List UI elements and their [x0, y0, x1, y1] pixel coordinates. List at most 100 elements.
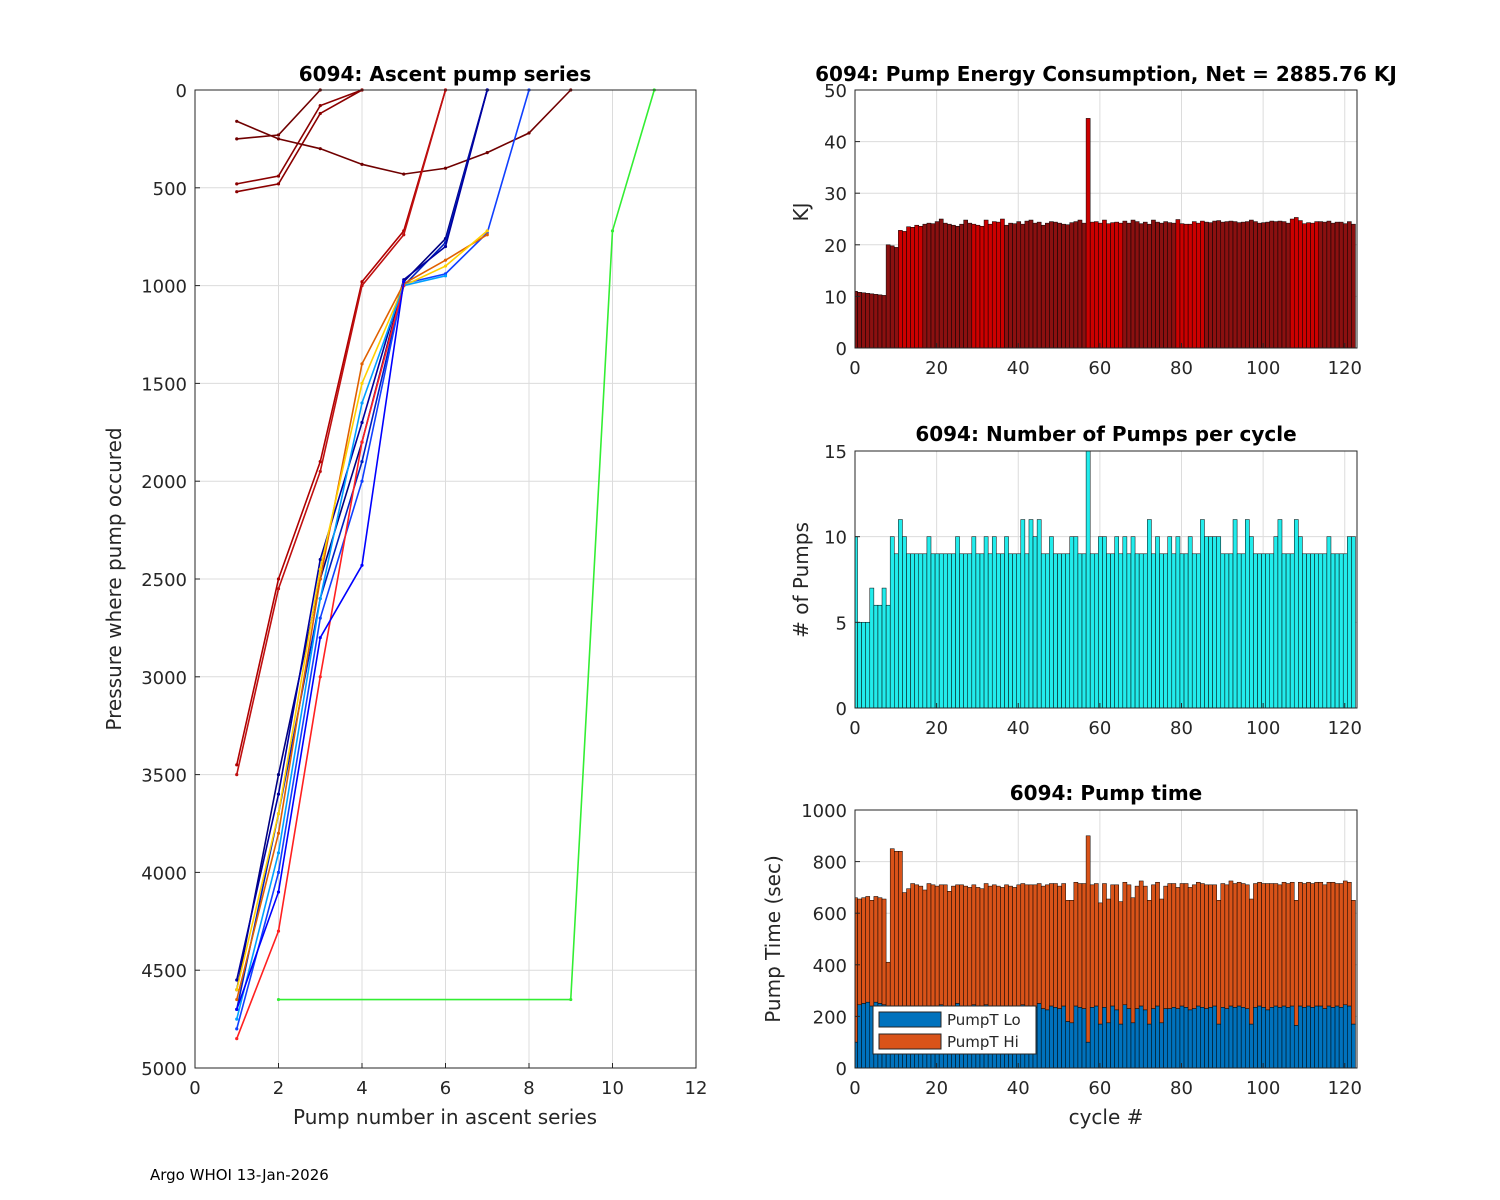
- pumptime-bar-hi: [1261, 883, 1266, 1008]
- ascent-y-tick-label: 4500: [141, 961, 187, 982]
- pumptime-bar-lo: [1094, 1005, 1099, 1069]
- pumptime-axes-box: [854, 809, 1358, 1069]
- pumptime-bar-hi: [1085, 835, 1091, 1043]
- pumptime-bar-lo: [1118, 1023, 1124, 1069]
- energy-x-tick-label: 100: [1246, 358, 1280, 379]
- pumptime-bar-lo: [1171, 1007, 1177, 1069]
- pumps-bar: [902, 536, 907, 709]
- energy-x-tick-label: 60: [1088, 358, 1111, 379]
- energy-bar: [1187, 223, 1193, 349]
- pumps-bar: [1330, 553, 1336, 709]
- ascent-point: [485, 229, 489, 233]
- pumptime-bar-lo: [1053, 1007, 1058, 1069]
- pumps-y-ticks: 0 5 10 15: [824, 442, 860, 720]
- pumptime-title: 6094: Pump time: [1010, 781, 1202, 805]
- pumptime-bar-lo: [1351, 1023, 1356, 1069]
- pumptime-bar-lo: [1106, 1022, 1111, 1069]
- ascent-point: [276, 870, 281, 875]
- pumps-bar: [1065, 553, 1071, 709]
- energy-bar: [1220, 221, 1226, 349]
- pumps-bar: [991, 536, 997, 709]
- pumptime-bar-hi: [1249, 898, 1254, 1025]
- ascent-point: [235, 1027, 239, 1031]
- pumptime-bar-hi: [1326, 881, 1332, 1007]
- ascent-point: [443, 166, 448, 170]
- pumptime-bar-lo: [1200, 1007, 1205, 1069]
- pumps-bar: [1175, 536, 1181, 709]
- ascent-point: [360, 280, 364, 284]
- ascent-point: [318, 616, 322, 620]
- pumps-bar: [1232, 519, 1238, 709]
- energy-bar: [894, 247, 899, 349]
- pumps-bars-group: [854, 450, 1356, 709]
- ascent-y-label: Pressure where pump occured: [102, 427, 126, 730]
- pumps-title: 6094: Number of Pumps per cycle: [915, 422, 1296, 446]
- energy-bar: [947, 223, 952, 349]
- energy-bar: [1057, 222, 1062, 349]
- ascent-point: [235, 1037, 239, 1041]
- pumptime-bar-hi: [1069, 900, 1075, 1024]
- pumptime-bar-hi: [1151, 884, 1156, 1009]
- pumps-bar: [1289, 553, 1295, 709]
- pumps-bar: [1085, 450, 1091, 709]
- energy-bar: [1306, 222, 1311, 349]
- pumptime-bar-hi: [938, 884, 944, 1006]
- pumps-bar: [1049, 536, 1054, 709]
- pumps-bar: [1216, 536, 1222, 709]
- ascent-y-tick-label: 5000: [141, 1059, 187, 1080]
- energy-bar: [1061, 223, 1066, 349]
- energy-bar: [1016, 221, 1022, 349]
- pumptime-bar-hi: [1094, 883, 1099, 1007]
- pumps-bar: [1228, 553, 1234, 709]
- energy-bar: [1298, 220, 1303, 349]
- pumps-bar: [1261, 553, 1266, 709]
- pumptime-bar-lo: [1326, 1005, 1332, 1069]
- energy-bar: [967, 222, 973, 349]
- pumps-bar: [967, 553, 973, 709]
- energy-bar: [1326, 220, 1332, 349]
- pumps-bar: [1253, 553, 1258, 709]
- pumptime-bar-hi: [975, 887, 981, 1009]
- energy-bar: [1171, 222, 1177, 349]
- pumptime-bar-hi: [996, 885, 1001, 1008]
- pumptime-bar-hi: [1342, 880, 1348, 1006]
- pumps-bar: [865, 622, 871, 709]
- pumps-bar: [1020, 519, 1026, 709]
- ascent-point: [276, 831, 281, 835]
- energy-bar: [1330, 222, 1336, 349]
- pumptime-bar-lo: [1122, 1004, 1128, 1069]
- pumptime-bar-lo: [1142, 1009, 1148, 1069]
- energy-bar: [1322, 221, 1328, 349]
- energy-bar: [1065, 224, 1071, 349]
- pumps-bar: [1342, 553, 1348, 709]
- pumps-x-tick-label: 0: [849, 718, 860, 739]
- pumptime-bar-hi: [1138, 880, 1144, 1007]
- pumps-bar: [1273, 536, 1279, 709]
- energy-bar: [1347, 221, 1352, 349]
- energy-bar: [1147, 223, 1152, 349]
- energy-bar: [1351, 223, 1356, 349]
- pumps-bar: [1338, 553, 1344, 709]
- pumptime-bar-hi: [1049, 883, 1054, 1007]
- pumptime-bar-hi: [1277, 884, 1283, 1008]
- pumps-bar: [955, 536, 960, 709]
- pumptime-y-tick-label: 200: [813, 1007, 847, 1028]
- pumps-bar: [922, 553, 928, 709]
- pumptime-y-tick-label: 0: [836, 1059, 847, 1080]
- energy-bar: [873, 294, 879, 349]
- ascent-point: [443, 274, 448, 278]
- pumptime-bar-hi: [1269, 883, 1275, 1008]
- pumptime-bar-hi: [1040, 885, 1046, 1009]
- energy-bar: [934, 221, 940, 349]
- pumptime-bar-hi: [1028, 884, 1034, 1007]
- pumptime-bar-hi: [1077, 883, 1083, 1008]
- energy-bar: [1338, 221, 1344, 349]
- pumptime-bar-lo: [861, 1003, 866, 1069]
- energy-bar: [1269, 220, 1275, 349]
- ascent-point: [276, 890, 281, 894]
- pumps-bar: [983, 536, 989, 709]
- energy-bar: [1257, 222, 1262, 349]
- ascent-point: [235, 988, 239, 992]
- pumptime-bar-hi: [1102, 883, 1107, 1008]
- pumptime-bar-hi: [1240, 883, 1246, 1008]
